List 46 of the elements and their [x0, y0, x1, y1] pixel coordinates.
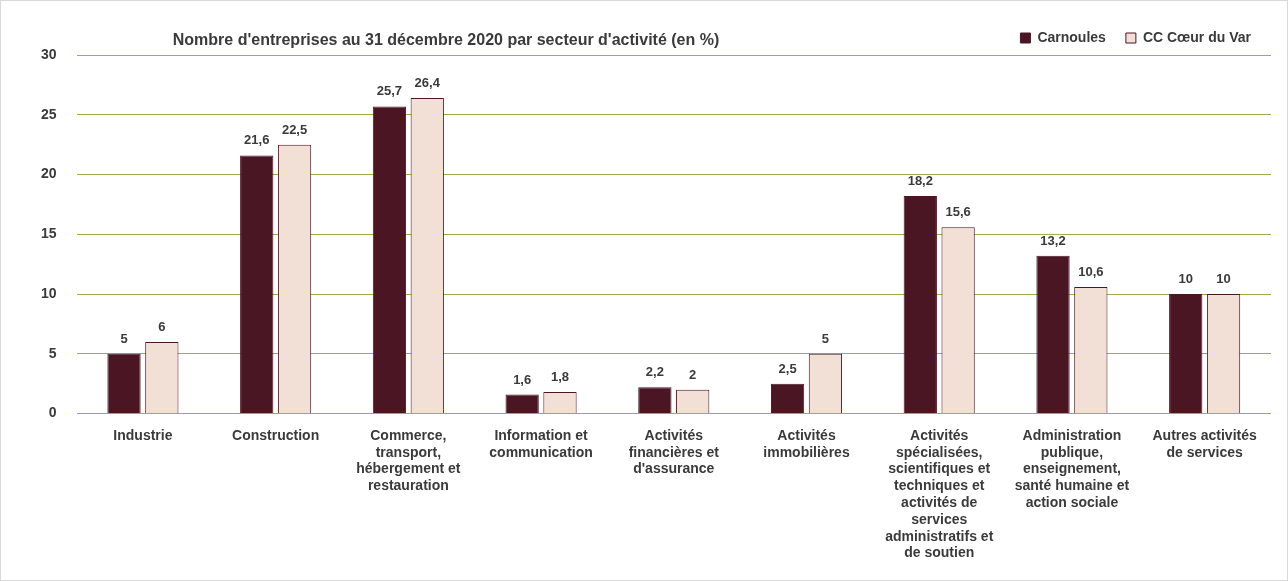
data-label: 5	[821, 330, 830, 346]
data-label: 21,6	[244, 132, 270, 148]
y-tick-label: 30	[40, 45, 57, 62]
y-tick-label: 0	[48, 404, 57, 421]
x-tick-label: Commerce, transport, hébergement et restauration	[356, 426, 461, 494]
data-label: 5	[120, 330, 128, 346]
bar	[1036, 255, 1070, 414]
data-label: 2,2	[645, 364, 664, 380]
y-tick-label: 25	[40, 105, 57, 122]
bar	[638, 387, 672, 414]
data-label: 6	[158, 318, 166, 334]
data-label: 13,2	[1040, 232, 1066, 248]
data-label: 2,5	[778, 360, 797, 376]
x-tick-label: Administration publique, enseignement, santé humaine et action sociale	[1014, 426, 1130, 511]
x-tick-label: Activités immobilières	[763, 426, 850, 460]
bar	[903, 196, 937, 414]
data-label: 18,2	[907, 173, 933, 189]
legend-label: Carnoules	[1037, 28, 1107, 45]
bar	[1169, 294, 1203, 414]
data-label: 10	[1216, 271, 1231, 287]
chart-title: Nombre d'entreprises au 31 décembre 2020 par secteur d'activité (en %)	[172, 31, 720, 48]
data-label: 25,7	[376, 83, 403, 99]
bar	[770, 383, 805, 414]
data-label: 26,4	[414, 75, 441, 91]
data-label: 22,5	[281, 121, 308, 137]
bar	[372, 106, 407, 414]
x-tick-label: Information et communication	[489, 426, 593, 460]
data-label: 1,6	[513, 371, 532, 387]
y-tick-label: 10	[40, 284, 57, 301]
x-tick-label: Construction	[232, 426, 320, 443]
x-tick-label: Activités financières et d'assurance	[628, 426, 720, 477]
bar	[505, 394, 539, 414]
y-tick-label: 15	[40, 225, 57, 242]
bar	[107, 353, 141, 414]
data-label: 10,6	[1078, 263, 1104, 279]
data-label: 10	[1178, 271, 1193, 287]
bar	[240, 155, 274, 414]
x-tick-label: Activités spécialisées, scientifiques et techniques et activités de services administratifs et de soutien	[885, 426, 994, 561]
y-tick-label: 20	[40, 165, 57, 182]
data-label: 2	[689, 366, 697, 382]
x-tick-label: Industrie	[113, 426, 173, 443]
data-label: 15,6	[945, 204, 971, 220]
x-tick-label: Autres activités de services	[1152, 426, 1257, 460]
legend-label: CC Cœur du Var	[1142, 28, 1252, 45]
data-label: 1,8	[550, 369, 570, 385]
y-tick-label: 5	[48, 344, 57, 361]
